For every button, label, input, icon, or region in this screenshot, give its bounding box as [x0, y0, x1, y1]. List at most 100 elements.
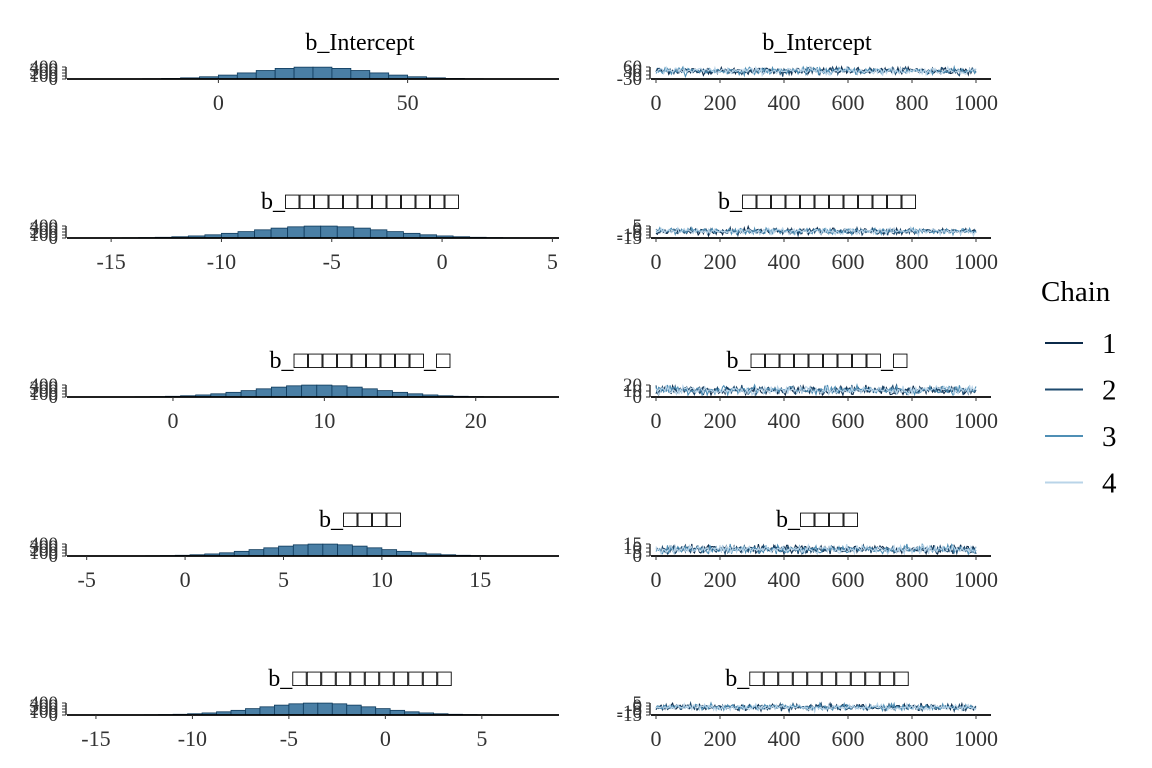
legend-label-4: 4: [1102, 468, 1117, 500]
y-tick-label: 300: [30, 60, 59, 81]
x-tick-label: 200: [704, 726, 737, 751]
y-tick-label: 100: [30, 543, 59, 564]
hist-bar: [331, 385, 348, 398]
y-tick-label: 0: [49, 387, 59, 408]
y-tick-label: 15: [623, 534, 642, 555]
panel-title: b_□□□□□□□□□□□: [725, 666, 909, 692]
hist-bar: [245, 708, 261, 716]
x-tick-label: 0: [651, 567, 662, 592]
y-tick-label: 10: [623, 381, 642, 402]
y-tick-label: 100: [30, 225, 59, 246]
x-tick-label: 600: [832, 726, 865, 751]
y-tick-label: 400: [30, 216, 59, 237]
hist-bar: [360, 706, 377, 716]
hist-bar: [240, 390, 257, 398]
y-tick-label: 60: [623, 57, 642, 78]
y-tick-label: 0: [633, 387, 643, 408]
x-tick-label: -10: [178, 726, 207, 751]
hist-bar: [270, 227, 289, 239]
y-tick-label: 400: [30, 375, 59, 396]
x-tick-label: 600: [832, 408, 865, 433]
chain-4-trace: [655, 383, 977, 397]
chain-legend: Chain 1 2 3 4: [1041, 276, 1117, 500]
x-tick-label: 800: [896, 408, 929, 433]
x-tick-label: -15: [96, 249, 125, 274]
x-tick-label: 5: [278, 567, 289, 592]
hist-bar: [369, 72, 390, 80]
chain-2-trace: [655, 225, 977, 238]
x-tick-label: 0: [180, 567, 191, 592]
hist-bar: [248, 549, 265, 557]
x-tick-label: 600: [832, 90, 865, 115]
hist-bar: [288, 703, 304, 716]
x-tick-label: 0: [651, 408, 662, 433]
panel-title: b_□□□□□□□□□_□: [270, 348, 451, 374]
hist-bar: [369, 229, 388, 239]
hist-bar: [386, 231, 404, 239]
legend-label-3: 3: [1102, 421, 1117, 453]
y-tick-label: 0: [49, 69, 59, 90]
y-tick-label: 5: [633, 216, 643, 237]
y-tick-label: 200: [30, 381, 59, 402]
hist-bar: [254, 229, 272, 239]
x-tick-label: 0: [437, 249, 448, 274]
hist-bar: [301, 384, 318, 398]
y-tick-label: 0: [633, 219, 643, 240]
y-tick-label: -5: [626, 222, 642, 243]
hist-bar: [302, 702, 319, 716]
hist-bar: [270, 386, 287, 398]
x-tick-label: 0: [380, 726, 391, 751]
x-tick-label: -15: [81, 726, 110, 751]
x-tick-label: 0: [213, 90, 224, 115]
hist-bar: [317, 702, 333, 716]
x-tick-label: 600: [832, 249, 865, 274]
y-tick-label: 10: [623, 538, 642, 559]
x-tick-label: 10: [313, 408, 335, 433]
panel-title: b_□□□□□□□□□□□: [268, 666, 452, 692]
hist-bar: [336, 226, 355, 239]
y-tick-label: 20: [623, 375, 642, 396]
y-tick-label: 300: [30, 378, 59, 399]
hist-bar: [263, 547, 279, 557]
chain-4-trace: [655, 701, 977, 715]
panel-title: b_□□□□□□□□□□□□: [261, 189, 459, 215]
y-tick-label: 30: [623, 61, 642, 82]
x-tick-label: 0: [651, 90, 662, 115]
x-tick-label: -5: [78, 567, 96, 592]
hist-bar: [278, 545, 294, 557]
hist-bar: [351, 545, 368, 557]
x-tick-label: -10: [207, 249, 236, 274]
y-tick-label: 300: [30, 219, 59, 240]
y-tick-label: 400: [30, 57, 59, 78]
chain-3-trace: [655, 383, 977, 398]
panel-title: b_□□□□: [319, 507, 401, 533]
hist-bar: [255, 70, 276, 80]
chain-4-trace: [655, 65, 977, 78]
x-tick-label: 1000: [954, 90, 998, 115]
x-tick-label: 0: [167, 408, 178, 433]
hist-bar: [353, 227, 371, 239]
y-tick-label: 400: [30, 693, 59, 714]
panel-title: b_□□□□□□□□□□□□: [718, 189, 916, 215]
x-tick-label: 20: [465, 408, 487, 433]
y-tick-label: 300: [30, 537, 59, 558]
x-tick-label: -5: [323, 249, 341, 274]
hist-bar: [293, 66, 314, 80]
hist-bar: [322, 543, 338, 557]
panel-title: b_Intercept: [762, 30, 872, 56]
hist-bar: [303, 225, 322, 239]
hist-bar: [331, 68, 352, 80]
x-tick-label: 800: [896, 249, 929, 274]
chain-4-trace: [655, 543, 977, 556]
hist-bar: [312, 66, 333, 80]
y-tick-label: 200: [30, 63, 59, 84]
hist-bar: [286, 385, 303, 398]
y-tick-label: 100: [30, 66, 59, 87]
